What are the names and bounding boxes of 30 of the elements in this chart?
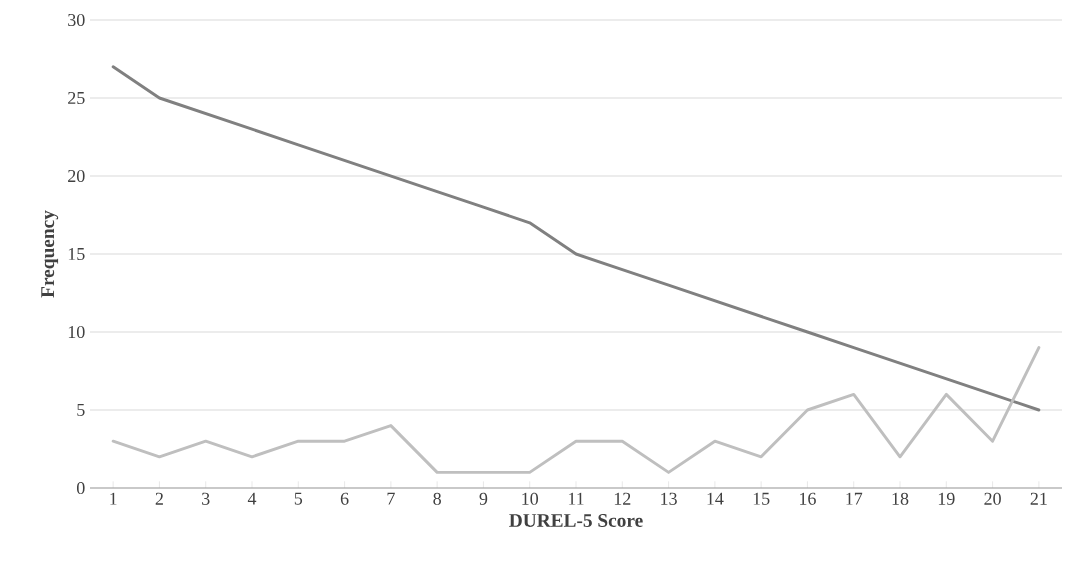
x-tick-label: 8 <box>433 492 441 505</box>
y-tick-label: 15 <box>68 247 85 261</box>
y-tick-label: 30 <box>68 13 85 27</box>
x-tick-label: 10 <box>522 492 539 505</box>
x-tick-label: 18 <box>892 492 909 505</box>
x-tick-label: 16 <box>800 492 816 505</box>
y-tick-label: 0 <box>76 481 85 495</box>
x-axis-title: DUREL-5 Score <box>509 514 643 527</box>
x-tick-label: 6 <box>340 492 349 505</box>
y-axis-title: Frequency <box>41 210 59 298</box>
y-tick-label: 20 <box>68 169 85 183</box>
x-tick-label: 12 <box>614 492 631 505</box>
x-tick-label: 9 <box>479 492 488 505</box>
x-tick-label: 17 <box>846 492 863 505</box>
x-tick-label: 20 <box>984 492 1001 505</box>
x-tick-label: 4 <box>247 492 257 505</box>
x-tick-label: 14 <box>707 492 724 505</box>
x-tick-label: 2 <box>155 492 163 505</box>
x-tick-label: 3 <box>202 492 210 505</box>
x-tick-label: 13 <box>661 492 677 505</box>
x-tick-label: 15 <box>753 492 770 505</box>
x-tick-label: 5 <box>294 492 303 505</box>
y-tick-label: 10 <box>68 325 85 339</box>
y-tick-label: 5 <box>77 404 85 416</box>
x-tick-label: 11 <box>568 492 584 505</box>
x-tick-label: 21 <box>1030 492 1047 505</box>
x-tick-label: 1 <box>110 492 117 505</box>
x-tick-label: 19 <box>938 492 955 505</box>
x-tick-label: 7 <box>387 492 395 505</box>
y-tick-label: 25 <box>68 91 85 105</box>
